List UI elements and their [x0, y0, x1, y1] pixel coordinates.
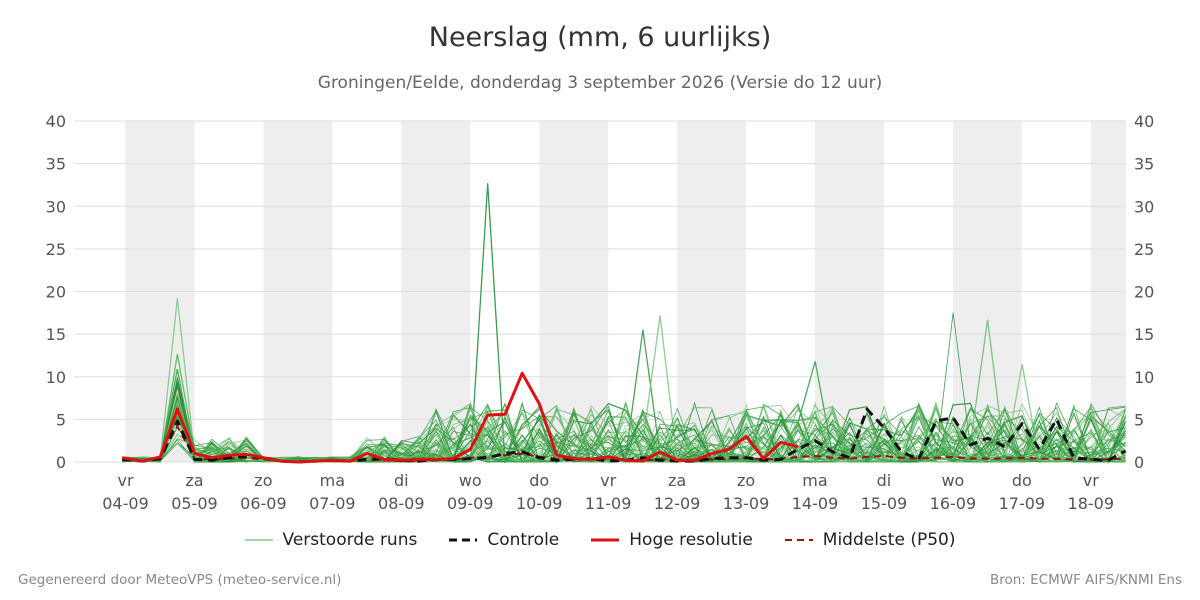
- legend-label-ensemble: Verstoorde runs: [282, 530, 418, 550]
- legend-label-median: Middelste (P50): [822, 530, 956, 550]
- x-tick-day: ma: [320, 471, 345, 490]
- x-tick-date: 09-09: [447, 494, 494, 513]
- y-tick-label-left: 20: [46, 283, 66, 302]
- y-tick-label-left: 25: [46, 240, 66, 259]
- y-tick-label-right: 30: [1134, 197, 1154, 216]
- y-tick-label-right: 15: [1134, 325, 1154, 344]
- x-tick-day: vr: [117, 471, 133, 490]
- x-tick-day: do: [1012, 471, 1032, 490]
- x-tick-day: zo: [737, 471, 755, 490]
- y-tick-label-left: 40: [46, 112, 66, 131]
- x-tick-date: 16-09: [930, 494, 977, 513]
- legend-swatch-ensemble: [244, 539, 273, 541]
- x-tick-day: wo: [459, 471, 482, 490]
- legend-item-highres: Hoge resolutie: [591, 530, 753, 550]
- y-tick-label-left: 0: [56, 453, 66, 472]
- x-tick-day: di: [877, 471, 892, 490]
- y-tick-label-left: 5: [56, 410, 66, 429]
- x-tick-date: 07-09: [309, 494, 356, 513]
- x-tick-date: 17-09: [999, 494, 1046, 513]
- x-tick-date: 10-09: [516, 494, 563, 513]
- x-tick-date: 18-09: [1068, 494, 1115, 513]
- x-tick-date: 04-09: [102, 494, 149, 513]
- x-tick-date: 15-09: [861, 494, 908, 513]
- x-tick-date: 08-09: [378, 494, 425, 513]
- ensemble-lines: [122, 183, 1127, 464]
- legend-swatch-median: [784, 539, 813, 541]
- legend-swatch-control: [449, 538, 478, 542]
- x-tick-day: di: [394, 471, 409, 490]
- legend-label-highres: Hoge resolutie: [629, 530, 753, 550]
- chart-subtitle: Groningen/Eelde, donderdag 3 september 2…: [317, 73, 883, 93]
- x-tick-day: do: [529, 471, 549, 490]
- x-tick-day: zo: [254, 471, 272, 490]
- y-tick-label-right: 40: [1134, 112, 1154, 131]
- y-tick-label-right: 5: [1134, 410, 1144, 429]
- x-tick-labels: vr 04-09 za 05-09 zo 06-09 ma 07-09 di 08-09 wo 09-…: [102, 471, 1114, 513]
- y-tick-label-right: 35: [1134, 155, 1154, 174]
- legend-item-ensemble: Verstoorde runs: [244, 530, 418, 550]
- y-tick-label-right: 20: [1134, 283, 1154, 302]
- x-tick-date: 12-09: [654, 494, 701, 513]
- legend-item-control: Controle: [449, 530, 559, 550]
- x-tick-day: wo: [941, 471, 964, 490]
- y-tick-label-right: 10: [1134, 368, 1154, 387]
- y-tick-labels: 0 0 5 5 10 10 15 15 20 20 25 25 30 30 35 35 40 40: [46, 112, 1155, 472]
- y-tick-label-left: 30: [46, 197, 66, 216]
- footer-generator: Gegenereerd door MeteoVPS (meteo-service…: [18, 572, 342, 588]
- footer-source: Bron: ECMWF AIFS/KNMI Ens: [989, 572, 1182, 588]
- x-tick-date: 06-09: [240, 494, 287, 513]
- x-tick-day: vr: [1083, 471, 1099, 490]
- y-tick-label-right: 0: [1134, 453, 1144, 472]
- x-tick-day: za: [185, 471, 203, 490]
- x-tick-date: 13-09: [723, 494, 770, 513]
- legend: Verstoorde runs Controle Hoge resolutie …: [0, 530, 1200, 550]
- legend-item-median: Middelste (P50): [784, 530, 956, 550]
- x-tick-date: 05-09: [171, 494, 218, 513]
- x-tick-day: ma: [802, 471, 827, 490]
- y-tick-label-right: 25: [1134, 240, 1154, 259]
- chart-title: Neerslag (mm, 6 uurlijks): [428, 22, 772, 53]
- legend-label-control: Controle: [487, 530, 560, 550]
- x-tick-date: 11-09: [585, 494, 632, 513]
- y-tick-label-left: 35: [46, 155, 66, 174]
- legend-swatch-highres: [591, 538, 620, 542]
- x-tick-day: za: [668, 471, 686, 490]
- highres-series-line: [122, 371, 799, 464]
- x-tick-day: vr: [600, 471, 616, 490]
- y-tick-label-left: 15: [46, 325, 66, 344]
- main-series: [122, 371, 1127, 464]
- y-tick-label-left: 10: [46, 368, 66, 387]
- x-tick-date: 14-09: [792, 494, 839, 513]
